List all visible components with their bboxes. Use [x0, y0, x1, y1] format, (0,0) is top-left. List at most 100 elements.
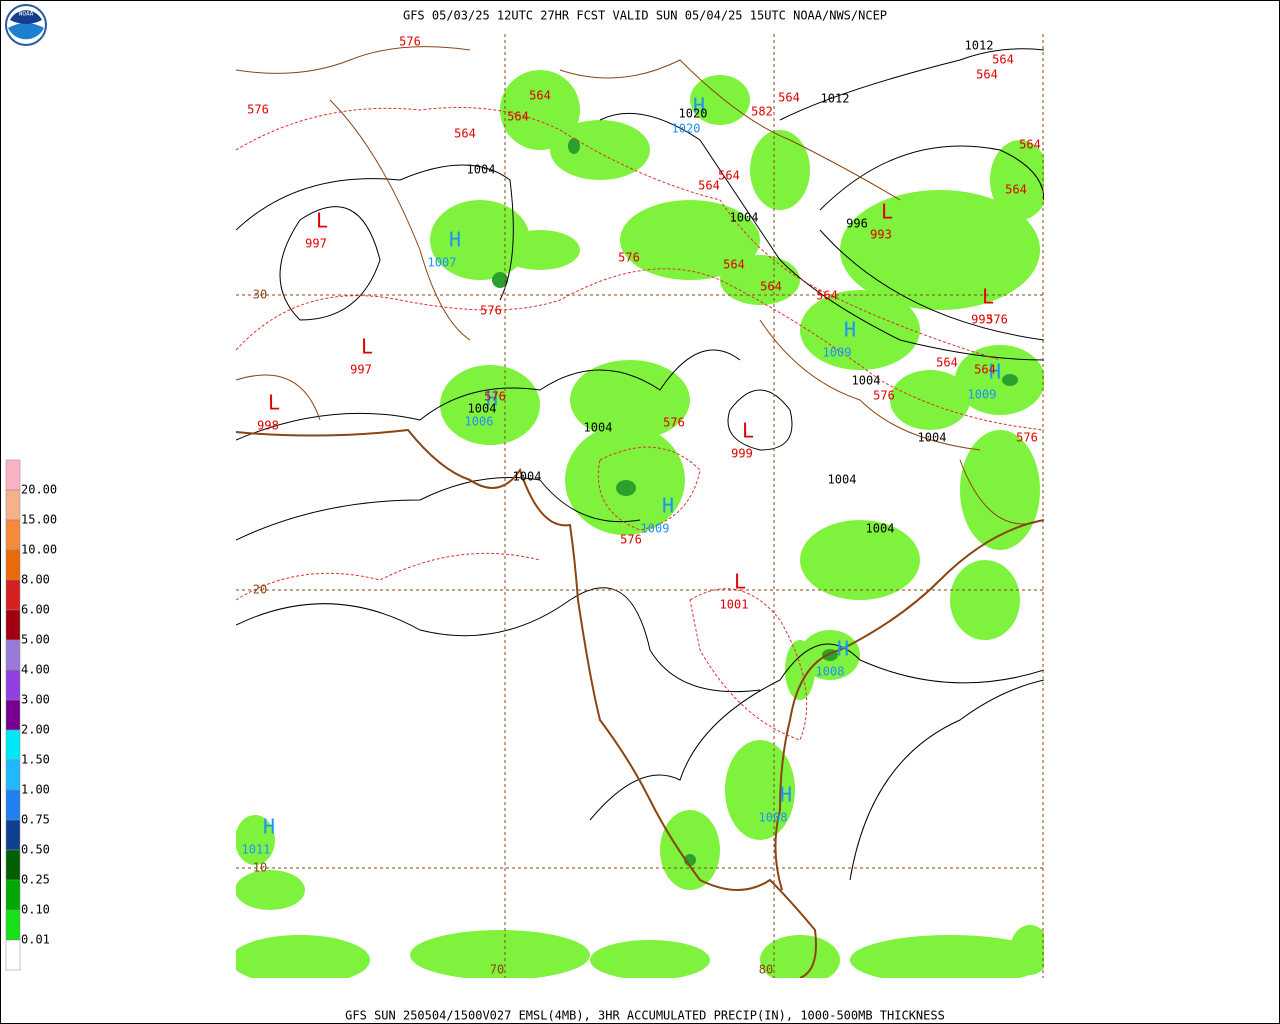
- longitude-label: 70: [490, 963, 504, 977]
- low-pressure: 998: [257, 419, 279, 433]
- isobar-label: 1004: [584, 421, 613, 435]
- isobar-label: 1004: [828, 473, 857, 487]
- precip-areas: [236, 70, 1044, 978]
- isobar-label: 1004: [852, 374, 881, 388]
- high-symbol: H: [780, 783, 792, 807]
- footer-caption: GFS SUN 250504/1500V027 EMSL(4MB), 3HR A…: [345, 1009, 945, 1023]
- legend-swatch: [5, 489, 21, 521]
- legend-label: 1.00: [21, 783, 50, 797]
- map-labels: 30 20 10 70 80 L 997 L 997 L 998 L 993 L 999 L 1001 L 993 H…: [242, 35, 1041, 977]
- high-symbol: H: [449, 228, 461, 252]
- high-pressure: 1009: [968, 388, 997, 402]
- high-pressure: 1020: [672, 122, 701, 136]
- precip-heavy: [492, 138, 1018, 866]
- high-symbol: H: [263, 815, 275, 839]
- legend-label: 3.00: [21, 693, 50, 707]
- thickness-label: 564: [992, 53, 1014, 67]
- legend-label: 2.00: [21, 723, 50, 737]
- thickness-label: 576: [484, 390, 506, 404]
- high-symbol: H: [844, 318, 856, 342]
- thickness-label: 576: [247, 103, 269, 117]
- low-pressure: 1001: [720, 598, 749, 612]
- legend-label: 0.01: [21, 933, 50, 947]
- low-symbol: L: [881, 200, 893, 224]
- legend-label: 0.75: [21, 813, 50, 827]
- legend-label: 6.00: [21, 603, 50, 617]
- low-symbol: L: [268, 391, 280, 415]
- high-pressure: 1011: [242, 843, 271, 857]
- thickness-label: 576: [986, 313, 1008, 327]
- legend-swatch: [5, 849, 21, 881]
- legend-label: 0.50: [21, 843, 50, 857]
- legend-swatch: [5, 699, 21, 731]
- graticule: [236, 34, 1044, 978]
- legend-swatch: [5, 579, 21, 611]
- low-pressure: 997: [305, 237, 327, 251]
- isobar-label: 1004: [468, 402, 497, 416]
- coastline: [236, 428, 1044, 978]
- isobar-label: 1004: [866, 522, 895, 536]
- thickness-label: 564: [816, 289, 838, 303]
- header-title: GFS 05/03/25 12UTC 27HR FCST VALID SUN 0…: [403, 9, 887, 23]
- legend-swatch: [5, 879, 21, 911]
- low-symbol: L: [734, 570, 746, 594]
- latitude-label: 10: [253, 861, 267, 875]
- legend-swatch: [5, 639, 21, 671]
- isobar-label: 1004: [513, 470, 542, 484]
- legend-swatch: [5, 549, 21, 581]
- thickness-label: 564: [760, 280, 782, 294]
- legend-label: 8.00: [21, 573, 50, 587]
- thickness-label: 576: [618, 251, 640, 265]
- legend-label: 5.00: [21, 633, 50, 647]
- high-symbol: H: [837, 637, 849, 661]
- legend-swatch: [5, 609, 21, 641]
- low-pressure: 993: [971, 313, 993, 327]
- isobars: [236, 48, 1044, 881]
- latitude-label: 30: [253, 288, 267, 302]
- high-pressure: 1008: [816, 665, 845, 679]
- high-pressure: 1009: [641, 522, 670, 536]
- legend-label: 10.00: [21, 543, 57, 557]
- legend: 20.00 15.00 10.00 8.00 6.00 5.00 4.00 3.00 2.00 1…: [5, 459, 57, 971]
- logo-text: NOAA: [19, 11, 34, 18]
- legend-swatch: [5, 459, 21, 491]
- map: [236, 34, 1044, 978]
- thickness-label: 564: [718, 169, 740, 183]
- low-symbol: L: [316, 209, 328, 233]
- high-pressure: 1007: [428, 256, 457, 270]
- low-symbol: L: [982, 285, 994, 309]
- thickness-label: 582: [751, 105, 773, 119]
- legend-label: 1.50: [21, 753, 50, 767]
- thickness-label: 576: [480, 304, 502, 318]
- isobar-label: 1012: [821, 92, 850, 106]
- high-symbol: H: [989, 360, 1001, 384]
- thickness-label: 576: [620, 533, 642, 547]
- high-pressure: 1008: [759, 811, 788, 825]
- legend-swatch: [5, 729, 21, 761]
- thickness-label: 564: [936, 356, 958, 370]
- longitude-label: 80: [759, 963, 773, 977]
- thickness-label: 564: [454, 127, 476, 141]
- low-pressure: 993: [870, 228, 892, 242]
- isobar-label: 996: [846, 217, 868, 231]
- thickness-lines: [236, 107, 1044, 741]
- isobar-label: 1004: [918, 431, 947, 445]
- legend-label: 20.00: [21, 483, 57, 497]
- low-pressure: 999: [731, 447, 753, 461]
- thickness-label: 564: [529, 89, 551, 103]
- thickness-label: 564: [507, 110, 529, 124]
- legend-swatch: [5, 759, 21, 791]
- thickness-label: 564: [698, 179, 720, 193]
- legend-swatch: [5, 519, 21, 551]
- legend-swatch: [5, 669, 21, 701]
- isobar-label: 1012: [965, 39, 994, 53]
- legend-swatch: [5, 819, 21, 851]
- legend-swatch: [5, 909, 21, 941]
- thickness-label: 564: [778, 91, 800, 105]
- low-symbol: L: [361, 335, 373, 359]
- thickness-label: 576: [873, 389, 895, 403]
- thickness-label: 564: [1019, 138, 1041, 152]
- thickness-label: 576: [663, 416, 685, 430]
- legend-swatch: [5, 789, 21, 821]
